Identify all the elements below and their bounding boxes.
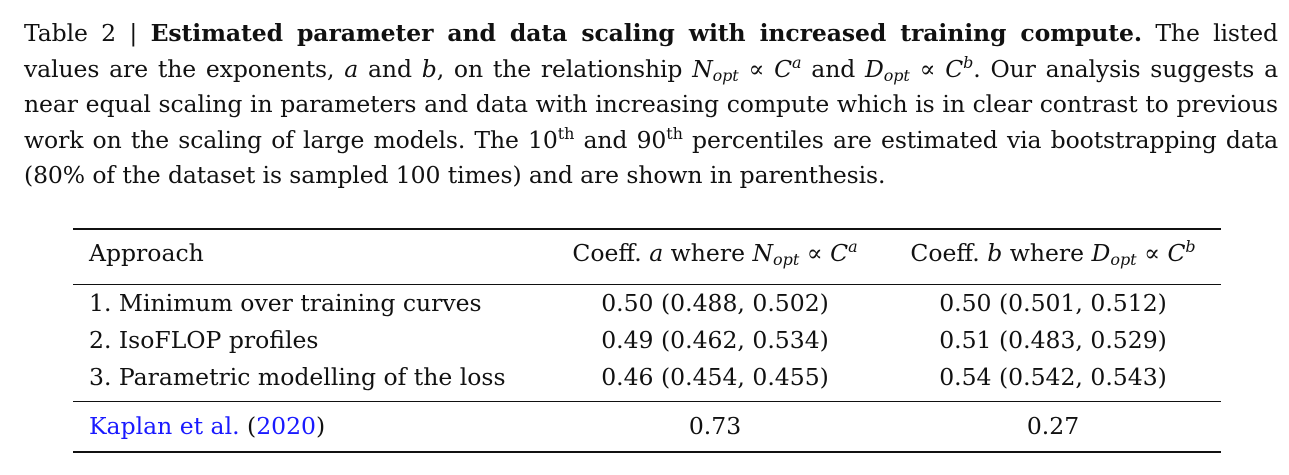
header-coeff-a-n: N (752, 239, 774, 267)
caption-rel1-prop: ∝ (738, 54, 775, 83)
table-caption: Table 2 | Estimated parameter and data s… (24, 16, 1278, 194)
reference-paren-open: ( (239, 412, 257, 440)
caption-rel2-d: D (865, 54, 884, 83)
caption-text: and (358, 54, 422, 83)
header-coeff-b-sup: b (1185, 237, 1196, 257)
reference-author-link[interactable]: Kaplan et al. (89, 412, 240, 440)
table-row-3-a: 0.46 (0.454, 0.455) (601, 363, 829, 391)
header-coeff-a-sup: a (848, 237, 858, 257)
caption-text: and 90 (574, 125, 667, 154)
caption-rel1-sub: opt (712, 65, 739, 85)
table-row-3-b: 0.54 (0.542, 0.543) (939, 363, 1167, 391)
header-coeff-a-c: C (830, 239, 849, 267)
caption-text: and (801, 54, 866, 83)
table-header-rule (73, 284, 1221, 285)
header-coeff-b-prefix: Coeff. (910, 239, 988, 267)
table-row-1-a: 0.50 (0.488, 0.502) (601, 289, 829, 317)
header-approach: Approach (89, 239, 204, 267)
header-coeff-b-d: D (1091, 239, 1111, 267)
caption-th: th (557, 124, 575, 143)
header-coeff-a-sub: opt (773, 249, 800, 269)
header-coeff-a-prefix: Coeff. (572, 239, 650, 267)
caption-var-a: a (344, 54, 359, 83)
table-bottom-rule (73, 451, 1221, 453)
header-coeff-a-prop: ∝ (799, 239, 831, 267)
header-coeff-a-where: where (663, 239, 753, 267)
header-coeff-b-prop: ∝ (1136, 239, 1168, 267)
header-coeff-b-sub: opt (1110, 249, 1137, 269)
caption-rel2-sup: b (963, 52, 974, 72)
header-coeff-a-var: a (649, 239, 664, 267)
caption-text: The listed values are the exponents, (24, 19, 1278, 83)
table-row-2-a: 0.49 (0.462, 0.534) (601, 326, 829, 354)
table-row-1-b: 0.50 (0.501, 0.512) (939, 289, 1167, 317)
reference-cell: Kaplan et al. (2020) (89, 411, 325, 441)
caption-rel2-c: C (945, 54, 964, 83)
header-coeff-b-where: where (1002, 239, 1092, 267)
header-coeff-b-c: C (1167, 239, 1186, 267)
caption-th: th (666, 124, 683, 143)
caption-rel2-sub: opt (883, 65, 910, 85)
caption-rel1-c: C (774, 54, 793, 83)
table-row-2-approach: 2. IsoFLOP profiles (89, 326, 319, 354)
caption-rel1-n: N (692, 54, 713, 83)
caption-label: Table 2 | (24, 19, 151, 47)
reference-a: 0.73 (688, 412, 742, 440)
table-row-3-approach: 3. Parametric modelling of the loss (89, 363, 506, 391)
caption-text: . Our analysis suggests a near equal sca… (24, 54, 1278, 154)
reference-year-link[interactable]: 2020 (256, 412, 317, 440)
table-row-1-approach: 1. Minimum over training curves (89, 289, 482, 317)
header-coeff-b: Coeff. b where Dopt ∝ Cb (897, 238, 1209, 268)
caption-title: Estimated parameter and data scaling wit… (150, 19, 1143, 47)
reference-b: 0.27 (1026, 412, 1080, 440)
caption-text: , on the relationship (436, 54, 693, 83)
caption-rel1-sup: a (792, 52, 802, 72)
reference-paren-close: ) (316, 412, 326, 440)
header-coeff-a: Coeff. a where Nopt ∝ Ca (559, 238, 871, 268)
caption-rel2-prop: ∝ (909, 54, 946, 83)
caption-var-b: b (421, 54, 437, 83)
table-mid-rule (73, 401, 1221, 402)
header-coeff-b-var: b (987, 239, 1003, 267)
table-row-2-b: 0.51 (0.483, 0.529) (939, 326, 1167, 354)
caption-text: percentiles are estimated via bootstrapp… (24, 125, 1278, 190)
table-top-rule (73, 228, 1221, 230)
